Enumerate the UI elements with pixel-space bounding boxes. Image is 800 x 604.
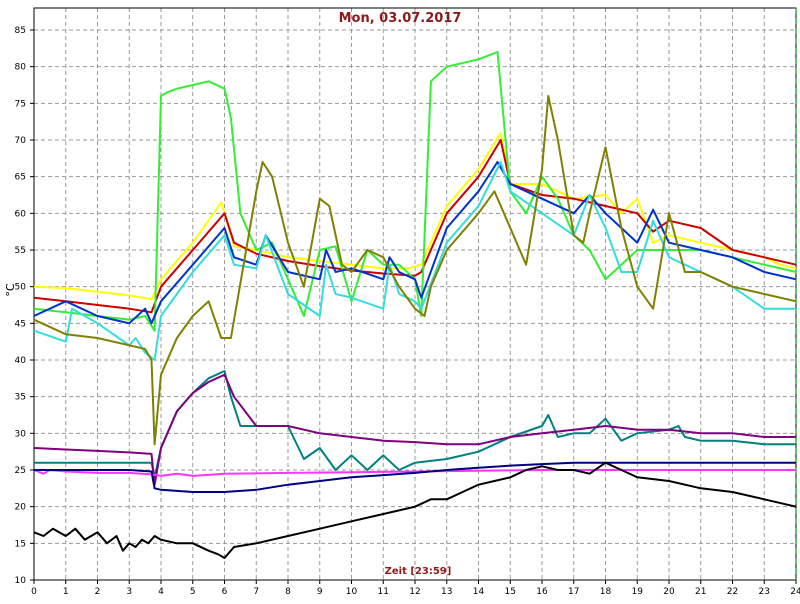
x-tick-label: 16 [536,587,548,597]
x-tick-label: 20 [663,587,675,597]
grid [34,8,796,580]
x-tick-label: 4 [158,587,164,597]
series-line-2 [33,139,797,314]
x-tick-label: 9 [317,587,323,597]
x-tick-label: 18 [600,587,612,597]
x-tick-label: 12 [409,587,420,597]
y-tick-label: 15 [15,539,26,549]
series-line-10 [34,461,796,493]
x-tick-label: 13 [441,587,452,597]
series-line-4 [33,161,797,325]
x-tick-label: 22 [727,587,738,597]
y-tick-label: 50 [15,283,27,293]
x-tick-label: 0 [31,587,37,597]
series-line-6 [33,95,797,446]
y-tick-label: 85 [15,26,26,36]
y-tick-label: 20 [15,503,27,513]
y-tick-label: 70 [15,136,27,146]
x-tick-label: 21 [695,587,706,597]
y-tick-label: 80 [15,63,27,73]
x-tick-label: 1 [63,587,69,597]
axes: 0 1 2 3 4 5 6 7 8 9 10 11 12 13 14 15 16 17 18 19 20 21 22 23 24… [15,7,800,597]
x-tick-label: 2 [95,587,101,597]
x-axis-label: Zeit [23:59] [385,566,452,577]
labels: Mon, 03.07.2017 Zeit [23:59] °C [4,11,461,577]
y-tick-label: 55 [15,246,26,256]
x-tick-label: 15 [505,587,516,597]
y-tick-label: 40 [15,356,27,366]
y-tick-label: 35 [15,393,26,403]
x-tick-label: 14 [473,587,485,597]
y-axis-label: °C [4,283,17,297]
series-line-8 [33,373,796,486]
x-tick-label: 10 [346,587,358,597]
y-tick-label: 10 [15,576,27,586]
x-tick-label: 8 [285,587,291,597]
x-tick-label: 11 [378,587,389,597]
y-tick-label: 25 [15,466,26,476]
x-tick-label: 7 [253,587,259,597]
y-tick-label: 75 [15,99,26,109]
x-tick-label: 23 [759,587,770,597]
x-tick-label: 3 [126,587,132,597]
y-tick-label: 30 [15,429,27,439]
x-tick-label: 24 [790,587,800,597]
x-tick-label: 19 [632,587,644,597]
chart-title: Mon, 03.07.2017 [339,11,462,26]
series-lines [33,51,797,559]
series-line-11 [33,461,797,559]
x-tick-label: 17 [568,587,579,597]
y-tick-label: 60 [15,209,27,219]
y-tick-label: 45 [15,319,26,329]
x-tick-label: 6 [222,587,228,597]
y-tick-label: 65 [15,173,26,183]
x-tick-label: 5 [190,587,196,597]
